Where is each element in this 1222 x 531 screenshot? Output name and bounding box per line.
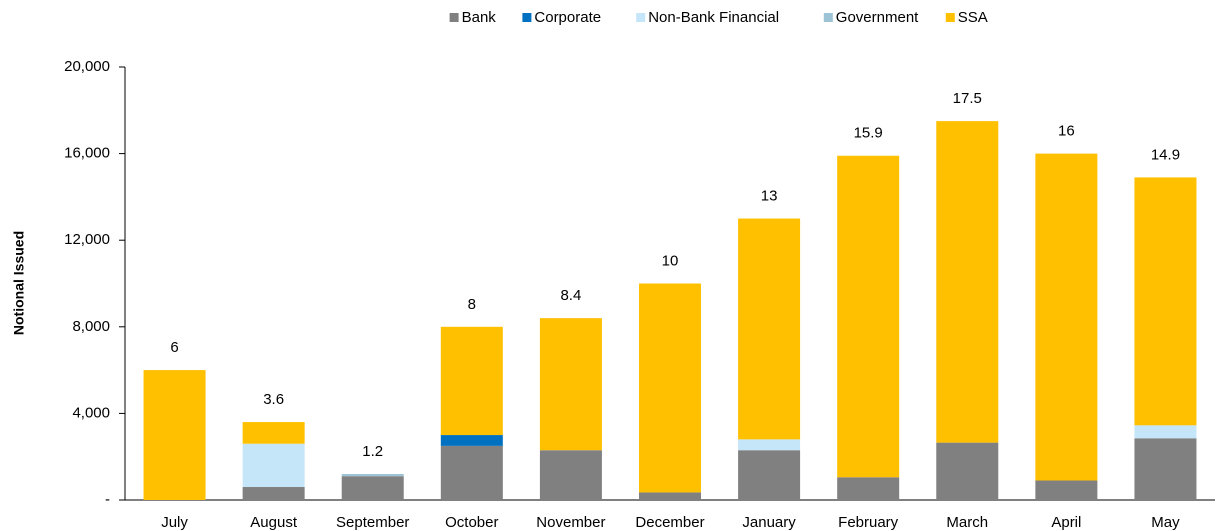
total-label: 1.2	[362, 443, 383, 460]
bar-segment	[738, 439, 801, 451]
bar-segment	[936, 121, 999, 443]
total-label: 14.9	[1151, 146, 1180, 163]
x-tick-label: May	[1151, 514, 1180, 531]
bar-segment	[242, 487, 305, 500]
total-label: 10	[662, 252, 679, 269]
y-tick-label: 20,000	[64, 58, 110, 75]
bar-segment	[539, 318, 602, 451]
legend-label: Government	[836, 9, 919, 26]
x-tick-label: July	[161, 514, 188, 531]
total-label: 8.4	[560, 287, 581, 304]
bar-segment	[1134, 177, 1197, 426]
y-tick-label: 12,000	[64, 231, 110, 248]
x-tick-label: February	[838, 514, 899, 531]
bar-segment	[440, 435, 503, 446]
legend-swatch	[636, 13, 646, 22]
legend-label: Non-Bank Financial	[648, 9, 779, 26]
legend-swatch	[945, 13, 955, 22]
x-tick-label: September	[336, 514, 409, 531]
bar-segment	[639, 283, 701, 493]
total-label: 3.6	[263, 391, 284, 408]
total-label: 8	[468, 296, 476, 313]
bar-segment	[837, 477, 900, 500]
bar-segment	[341, 476, 404, 500]
legend-label: Bank	[462, 9, 497, 26]
bar-segment	[1035, 153, 1098, 481]
y-tick-label: -	[105, 491, 110, 508]
x-tick-label: August	[250, 514, 298, 531]
y-tick-label: 16,000	[64, 145, 110, 162]
legend-swatch	[522, 13, 532, 22]
total-label: 15.9	[854, 125, 883, 142]
legend-swatch	[823, 13, 833, 22]
x-tick-label: October	[445, 514, 498, 531]
bar-segment	[1134, 425, 1197, 439]
legend-label: Corporate	[534, 9, 601, 26]
bar-segment	[242, 443, 305, 488]
x-tick-label: January	[742, 514, 796, 531]
x-tick-label: December	[635, 514, 704, 531]
bar-segment	[1134, 438, 1197, 500]
bar-segment	[837, 155, 900, 478]
bar-segment	[738, 450, 801, 500]
x-tick-label: April	[1051, 514, 1081, 531]
legend-label: SSA	[958, 9, 988, 26]
y-tick-label: 8,000	[72, 318, 110, 335]
bar-segment	[440, 445, 503, 500]
bar-segment	[936, 442, 999, 500]
bar-segment	[1035, 480, 1098, 500]
x-tick-label: March	[946, 514, 988, 531]
bar-segment	[738, 218, 801, 440]
bar-segment	[242, 422, 305, 444]
bar-segment	[539, 450, 602, 500]
y-tick-label: 4,000	[72, 404, 110, 421]
y-axis-label: Notional Issued	[11, 231, 27, 335]
total-label: 16	[1058, 123, 1075, 140]
bar-segment	[341, 474, 404, 477]
legend-swatch	[449, 13, 459, 22]
total-label: 13	[761, 188, 778, 205]
bar-segment	[143, 370, 206, 500]
bar-segment	[440, 326, 503, 436]
bar-segment	[639, 492, 701, 500]
x-tick-label: November	[536, 514, 605, 531]
total-label: 6	[170, 339, 178, 356]
total-label: 17.5	[953, 90, 982, 107]
legend: Bank Corporate Non-Bank Financial Governmen…	[449, 9, 988, 26]
